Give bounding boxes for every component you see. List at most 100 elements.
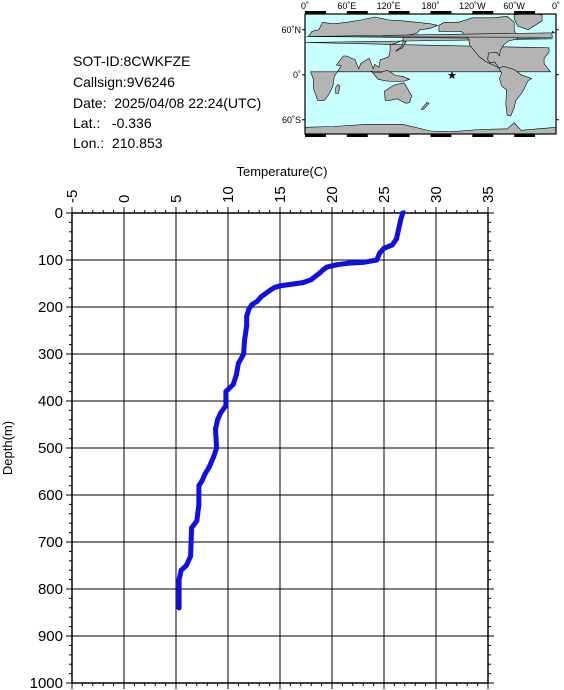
map-lat-label: 60˚N — [281, 25, 301, 35]
profile-point — [235, 360, 241, 366]
x-tick-label: 35 — [480, 186, 497, 203]
profile-point — [183, 563, 189, 568]
land-japan — [395, 40, 407, 52]
y-tick-label: 800 — [38, 581, 63, 598]
land-australia — [384, 82, 413, 104]
y-tick-label: 400 — [38, 393, 63, 410]
profile-point — [213, 426, 218, 432]
x-tick-label: -5 — [64, 190, 81, 203]
map-lon-label: 0˚ — [301, 1, 309, 11]
x-axis-title: Temperature(C) — [236, 164, 327, 179]
profile-point — [206, 464, 212, 470]
profile-point — [374, 257, 380, 263]
profile-point — [394, 236, 399, 242]
profile-point — [215, 417, 221, 423]
y-axis-title: Depth(m) — [0, 421, 15, 475]
profile-point — [308, 277, 314, 283]
sot-id-label: SOT-ID:8CWKFZE — [73, 53, 191, 69]
profile-point — [218, 410, 224, 416]
y-tick-label: 900 — [38, 628, 63, 645]
land-north-america — [438, 15, 519, 69]
temperature-profile-line — [176, 210, 406, 611]
profile-point — [202, 471, 208, 477]
map-lat-label: 0˚ — [293, 70, 301, 80]
profile-point — [317, 270, 322, 276]
profile-point — [214, 445, 220, 451]
land-africa-europe-asia — [304, 16, 553, 101]
profile-point — [244, 323, 250, 329]
y-tick-label: 100 — [38, 252, 63, 269]
profile-point — [178, 567, 184, 573]
profile-point — [396, 226, 402, 232]
profile-point — [321, 266, 327, 272]
profile-point — [272, 284, 278, 290]
profile-point — [176, 605, 182, 611]
map-lon-label: 0˚ — [552, 1, 560, 11]
map-lat-label: 60˚S — [282, 115, 301, 125]
profile-point — [334, 262, 340, 268]
profile-point — [242, 337, 248, 343]
land-uk — [306, 30, 556, 38]
x-tick-label: 10 — [220, 186, 237, 203]
x-tick-label: 25 — [376, 186, 393, 203]
profile-point — [400, 210, 406, 216]
profile-point — [176, 577, 182, 583]
x-tick-label: 5 — [168, 195, 185, 203]
profile-point — [312, 273, 318, 279]
profile-point — [377, 250, 383, 256]
profile-point — [233, 372, 239, 378]
land-new-zealand — [420, 102, 430, 110]
plot-frame — [71, 212, 489, 684]
land-south-america — [498, 66, 533, 117]
x-tick-label: 20 — [324, 186, 341, 203]
y-tick-label: 600 — [38, 487, 63, 504]
longitude-label: Lon.: 210.853 — [73, 135, 163, 151]
y-tick-label: 1000 — [30, 675, 63, 690]
profile-point — [241, 351, 247, 357]
map-lon-label: 180˚ — [421, 1, 439, 11]
profile-point — [267, 288, 273, 294]
profile-point — [345, 260, 351, 266]
temperature-depth-chart: -5 0 5 10 15 20 25 30 35010020030040050060070080… — [0, 164, 497, 690]
profile-point — [287, 281, 293, 287]
x-tick-label: 30 — [428, 186, 445, 203]
profile-point — [246, 306, 252, 312]
latitude-label: Lat.: -0.336 — [73, 115, 152, 131]
profile-point — [194, 518, 200, 524]
map-lon-label: 60˚W — [503, 1, 525, 11]
profile-point — [223, 389, 229, 395]
profile-point — [196, 483, 202, 489]
callsign-label: Callsign:9V6246 — [73, 74, 175, 90]
map-lon-label: 120˚E — [377, 1, 401, 11]
profile-point — [381, 245, 387, 251]
y-tick-label: 700 — [38, 534, 63, 551]
profile-point — [223, 403, 229, 409]
land-indonesia — [370, 69, 411, 82]
profile-point — [210, 454, 216, 460]
map-lon-label: 60˚E — [337, 1, 356, 11]
y-tick-label: 300 — [38, 346, 63, 363]
location-map: 0˚ 60˚E 120˚E 180˚ 120˚W 60˚W 0˚ 60˚N 0˚ 60˚S ★ — [281, 1, 560, 137]
x-tick-label: 0 — [116, 195, 133, 203]
x-tick-label: 15 — [272, 186, 289, 203]
profile-point — [199, 478, 205, 484]
y-tick-label: 0 — [55, 205, 63, 222]
profile-point — [389, 242, 395, 248]
map-lon-label: 120˚W — [459, 1, 486, 11]
profile-point — [277, 283, 283, 289]
profile-point — [244, 313, 250, 319]
profile-point — [398, 217, 404, 223]
profile-point — [230, 382, 236, 387]
land-madagascar — [335, 84, 341, 94]
profile-point — [249, 302, 255, 308]
profile-point — [196, 501, 202, 507]
profile-point — [300, 280, 306, 286]
profile-point — [258, 294, 264, 300]
profile-point — [188, 553, 194, 559]
profile-point — [189, 525, 195, 531]
profile-point — [254, 298, 260, 304]
date-label: Date: 2025/04/08 22:24(UTC) — [73, 95, 262, 111]
y-tick-label: 500 — [38, 440, 63, 457]
station-marker-star: ★ — [447, 70, 457, 82]
